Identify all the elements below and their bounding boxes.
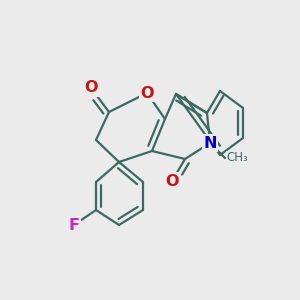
Text: CH₃: CH₃ [226,152,248,164]
Text: O: O [84,80,98,95]
Text: F: F [68,218,80,232]
Text: O: O [140,85,154,100]
Text: O: O [165,173,179,188]
Text: N: N [203,136,217,151]
